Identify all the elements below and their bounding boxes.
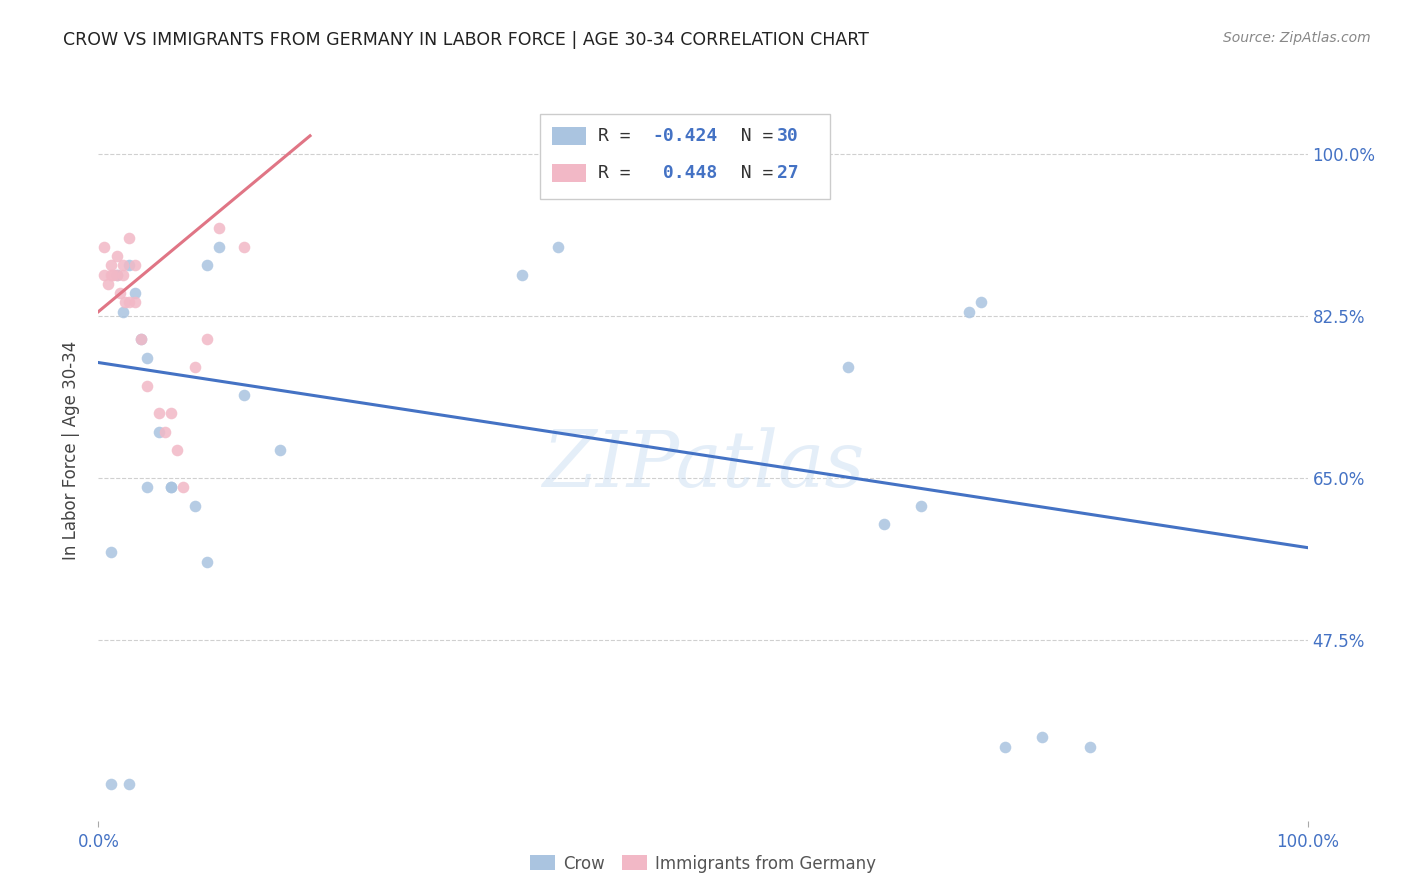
Point — [108, 286, 131, 301]
Point — [160, 481, 183, 495]
Point — [232, 240, 254, 254]
Point — [269, 443, 291, 458]
Point — [837, 360, 859, 375]
Point — [118, 295, 141, 310]
Point — [166, 443, 188, 458]
Point — [135, 481, 157, 495]
Point — [135, 351, 157, 365]
Point — [118, 230, 141, 244]
Point — [118, 776, 141, 791]
Point — [970, 295, 993, 310]
Point — [910, 499, 932, 513]
Point — [101, 268, 124, 282]
Point — [124, 295, 146, 310]
Point — [100, 776, 122, 791]
Point — [100, 259, 122, 273]
Point — [118, 259, 141, 273]
FancyBboxPatch shape — [540, 113, 830, 199]
Point — [105, 268, 128, 282]
Text: 27: 27 — [776, 164, 799, 182]
Point — [184, 360, 207, 375]
Point — [148, 425, 170, 439]
Point — [124, 286, 146, 301]
Point — [510, 268, 533, 282]
Text: R =: R = — [598, 164, 652, 182]
Point — [994, 739, 1017, 754]
Text: Source: ZipAtlas.com: Source: ZipAtlas.com — [1223, 31, 1371, 45]
Point — [93, 268, 115, 282]
Point — [111, 259, 134, 273]
Point — [873, 517, 896, 532]
Point — [129, 332, 152, 346]
Point — [195, 554, 218, 569]
Point — [148, 407, 170, 421]
Point — [1078, 739, 1101, 754]
Point — [93, 240, 115, 254]
Text: R =: R = — [598, 127, 641, 145]
Point — [232, 388, 254, 402]
Point — [100, 268, 122, 282]
Point — [111, 304, 134, 318]
Y-axis label: In Labor Force | Age 30-34: In Labor Force | Age 30-34 — [62, 341, 80, 560]
Point — [100, 545, 122, 559]
Text: ZIPatlas: ZIPatlas — [541, 427, 865, 503]
Point — [129, 332, 152, 346]
Point — [184, 499, 207, 513]
FancyBboxPatch shape — [551, 163, 586, 182]
Point — [160, 481, 183, 495]
Point — [195, 332, 218, 346]
Point — [957, 304, 980, 318]
Text: CROW VS IMMIGRANTS FROM GERMANY IN LABOR FORCE | AGE 30-34 CORRELATION CHART: CROW VS IMMIGRANTS FROM GERMANY IN LABOR… — [63, 31, 869, 49]
Point — [135, 378, 157, 392]
Legend: Crow, Immigrants from Germany: Crow, Immigrants from Germany — [523, 848, 883, 880]
Point — [547, 240, 569, 254]
Point — [1031, 731, 1053, 745]
Point — [105, 268, 128, 282]
Text: -0.424: -0.424 — [652, 127, 717, 145]
Point — [124, 259, 146, 273]
Point — [195, 259, 218, 273]
Text: 30: 30 — [776, 127, 799, 145]
Text: N =: N = — [718, 127, 785, 145]
Text: N =: N = — [718, 164, 785, 182]
Point — [97, 277, 120, 291]
Point — [105, 249, 128, 263]
Text: 0.448: 0.448 — [652, 164, 717, 182]
FancyBboxPatch shape — [551, 127, 586, 145]
Point — [111, 268, 134, 282]
Point — [172, 481, 194, 495]
Point — [208, 240, 231, 254]
Point — [114, 295, 136, 310]
Point — [208, 221, 231, 235]
Point — [160, 407, 183, 421]
Point — [153, 425, 176, 439]
